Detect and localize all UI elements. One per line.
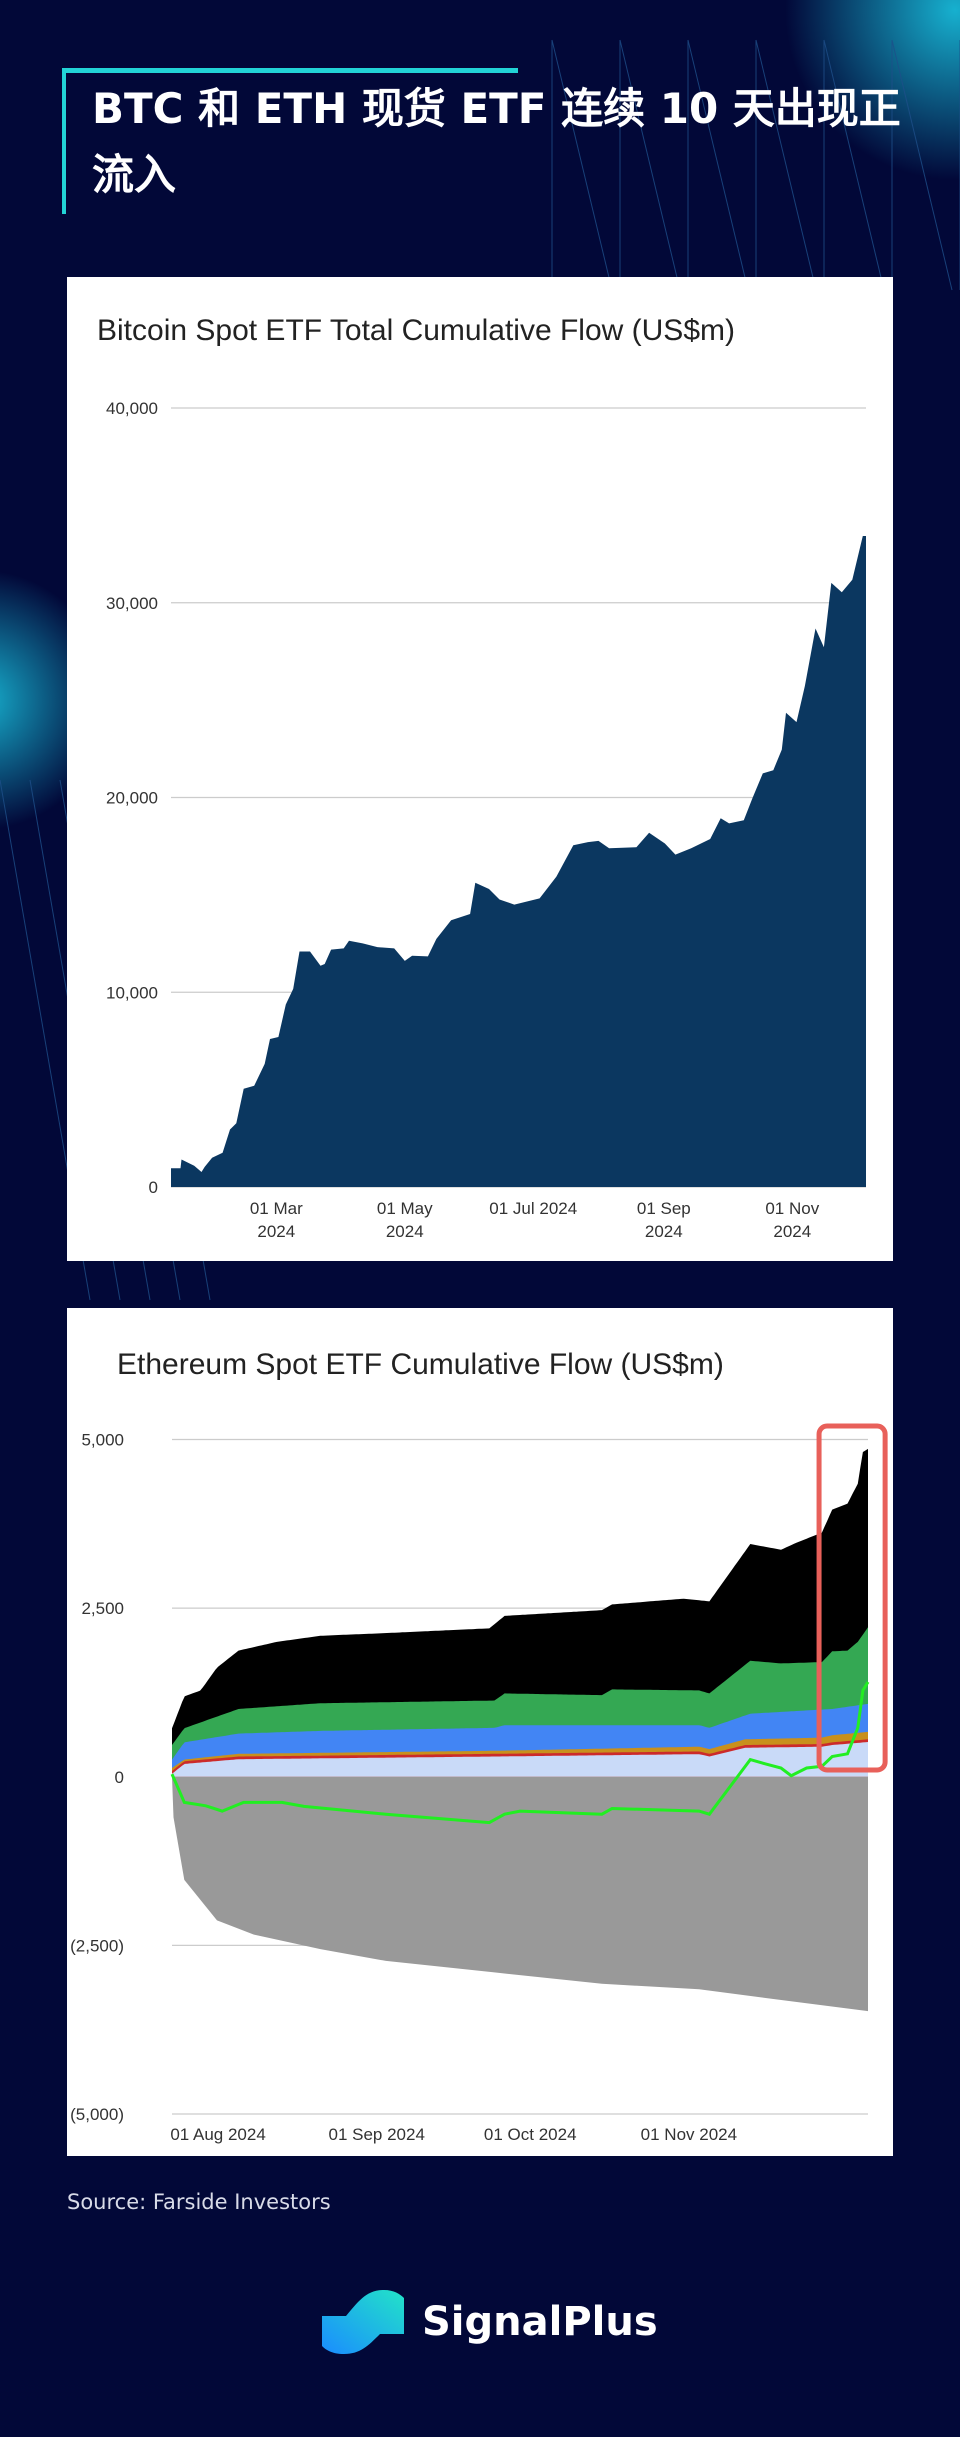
bg-diagonal-line — [687, 39, 749, 291]
y-tick-label: 20,000 — [106, 789, 158, 808]
x-tick-label-year: 2024 — [645, 1222, 683, 1241]
signalplus-logo-icon — [322, 2290, 404, 2354]
x-tick-label-year: 2024 — [257, 1222, 295, 1241]
y-tick-label: 5,000 — [81, 1431, 124, 1450]
y-tick-label: 10,000 — [106, 983, 158, 1002]
bg-diagonal-line — [755, 39, 817, 291]
eth-chart-card: Ethereum Spot ETF Cumulative Flow (US$m)… — [67, 1308, 893, 2156]
y-tick-label: (5,000) — [70, 2105, 124, 2124]
eth-gray-negative-area — [172, 1776, 868, 2012]
title-accent-line — [62, 68, 518, 73]
bg-diagonal-line — [891, 39, 953, 291]
y-tick-label: 40,000 — [106, 399, 158, 418]
bg-diagonal-line — [823, 39, 885, 291]
btc-flow-area — [171, 536, 866, 1187]
eth-net-flow-line — [170, 1681, 870, 1825]
x-tick-label-year: 2024 — [386, 1222, 424, 1241]
signalplus-logo: SignalPlus — [322, 2290, 658, 2354]
btc-chart-card: Bitcoin Spot ETF Total Cumulative Flow (… — [67, 277, 893, 1261]
btc-cumulative-flow-chart: Bitcoin Spot ETF Total Cumulative Flow (… — [97, 314, 866, 1241]
highlight-box — [816, 1423, 888, 1773]
x-tick-label: 01 Jul 2024 — [489, 1199, 577, 1218]
glow-top-right — [785, 0, 960, 180]
x-tick-label: 01 Oct 2024 — [484, 2125, 577, 2144]
x-tick-label: 01 Sep — [637, 1199, 691, 1218]
title-accent-bar — [62, 68, 66, 214]
x-tick-label: 01 Nov 2024 — [641, 2125, 737, 2144]
page-title: BTC 和 ETH 现货 ETF 连续 10 天出现正流入 — [92, 84, 901, 199]
y-tick-label: 2,500 — [81, 1599, 124, 1618]
source-note: Source: Farside Investors — [67, 2190, 331, 2214]
x-tick-label: 01 Nov — [765, 1199, 819, 1218]
eth-cumulative-flow-chart: Ethereum Spot ETF Cumulative Flow (US$m)… — [70, 1348, 888, 2144]
eth-layer-light-blue — [172, 1742, 868, 1777]
y-tick-label: (2,500) — [70, 1936, 124, 1955]
y-tick-label: 0 — [115, 1768, 124, 1787]
x-tick-label-year: 2024 — [773, 1222, 811, 1241]
bg-diagonal-line — [619, 39, 681, 291]
chart-title: Ethereum Spot ETF Cumulative Flow (US$m) — [117, 1348, 724, 1381]
x-tick-label: 01 Aug 2024 — [170, 2125, 265, 2144]
y-tick-label: 30,000 — [106, 594, 158, 613]
bg-diagonal-line — [551, 39, 613, 291]
x-tick-label: 01 May — [377, 1199, 433, 1218]
brand-name: SignalPlus — [422, 2299, 658, 2345]
x-tick-label: 01 Sep 2024 — [328, 2125, 424, 2144]
chart-title: Bitcoin Spot ETF Total Cumulative Flow (… — [97, 314, 735, 347]
x-tick-label: 01 Mar — [250, 1199, 303, 1218]
y-tick-label: 0 — [149, 1178, 158, 1197]
